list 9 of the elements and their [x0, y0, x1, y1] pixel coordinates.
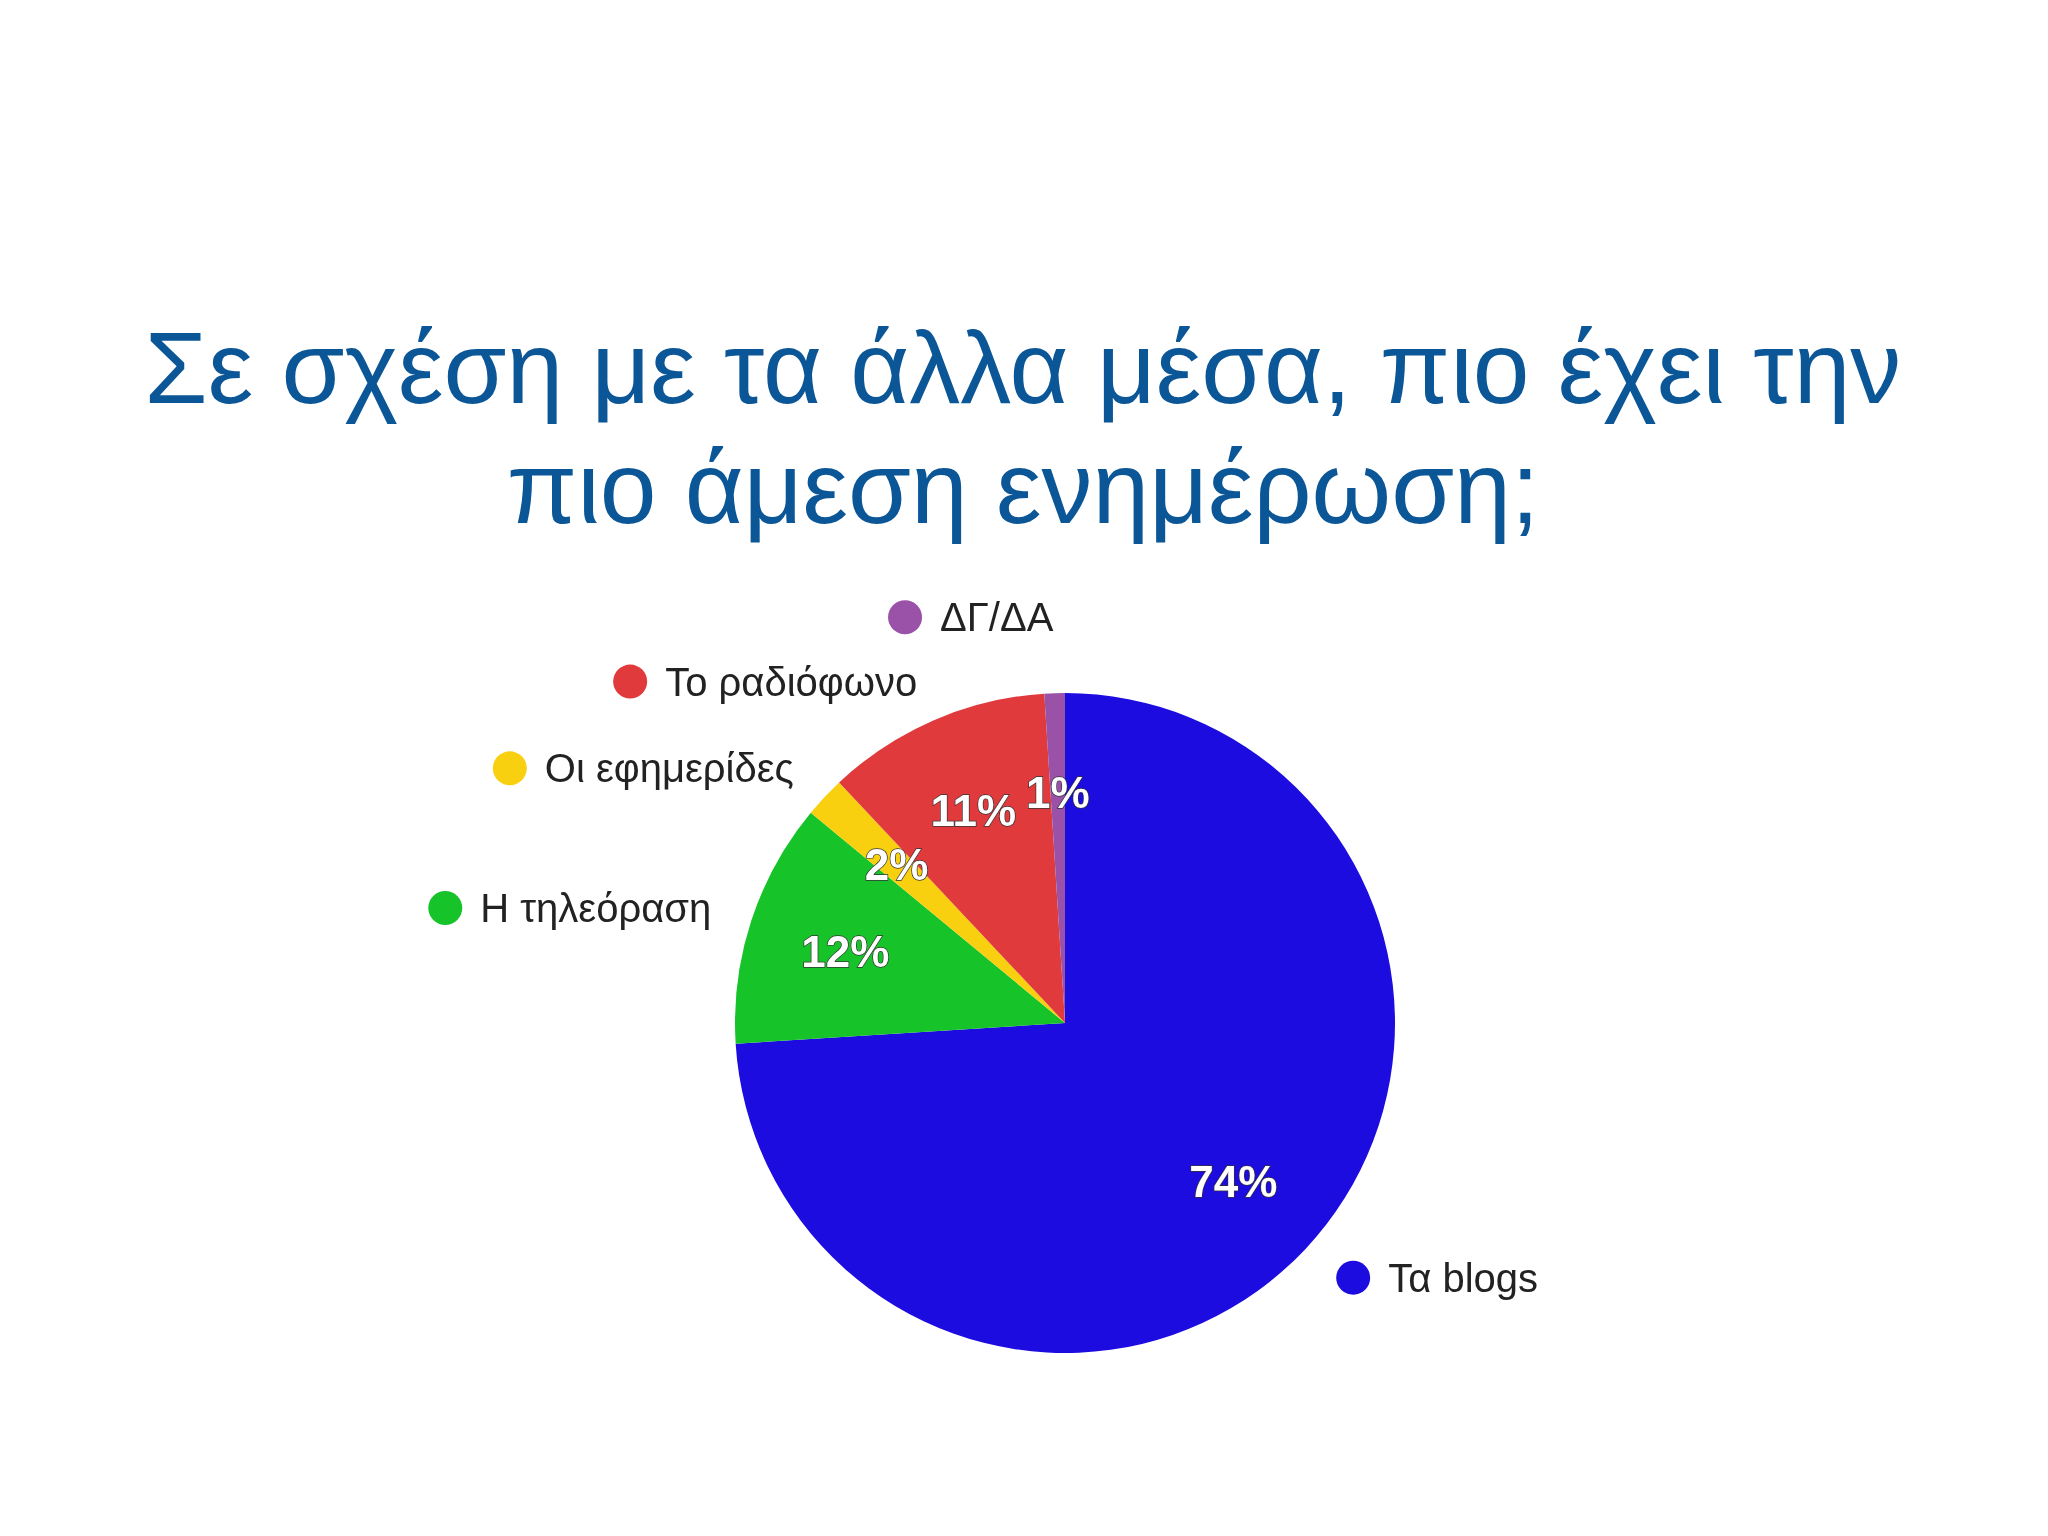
data-label: 74% [1189, 1156, 1278, 1206]
legend-label: Οι εφημερίδες [544, 746, 794, 791]
data-label: 12% [801, 927, 890, 977]
legend-label: Η τηλεόραση [480, 886, 712, 931]
chart-title: Σε σχέση με τα άλλα μέσα, πιο έχει την πιο άμεση ενημέρωση; [143, 310, 1903, 547]
legend-label: Τα blogs [1388, 1255, 1539, 1300]
legend-label: ΔΓ/ΔΑ [940, 595, 1054, 640]
legend-label: Το ραδιόφωνο [665, 659, 918, 704]
data-label: 11% [930, 786, 1017, 836]
